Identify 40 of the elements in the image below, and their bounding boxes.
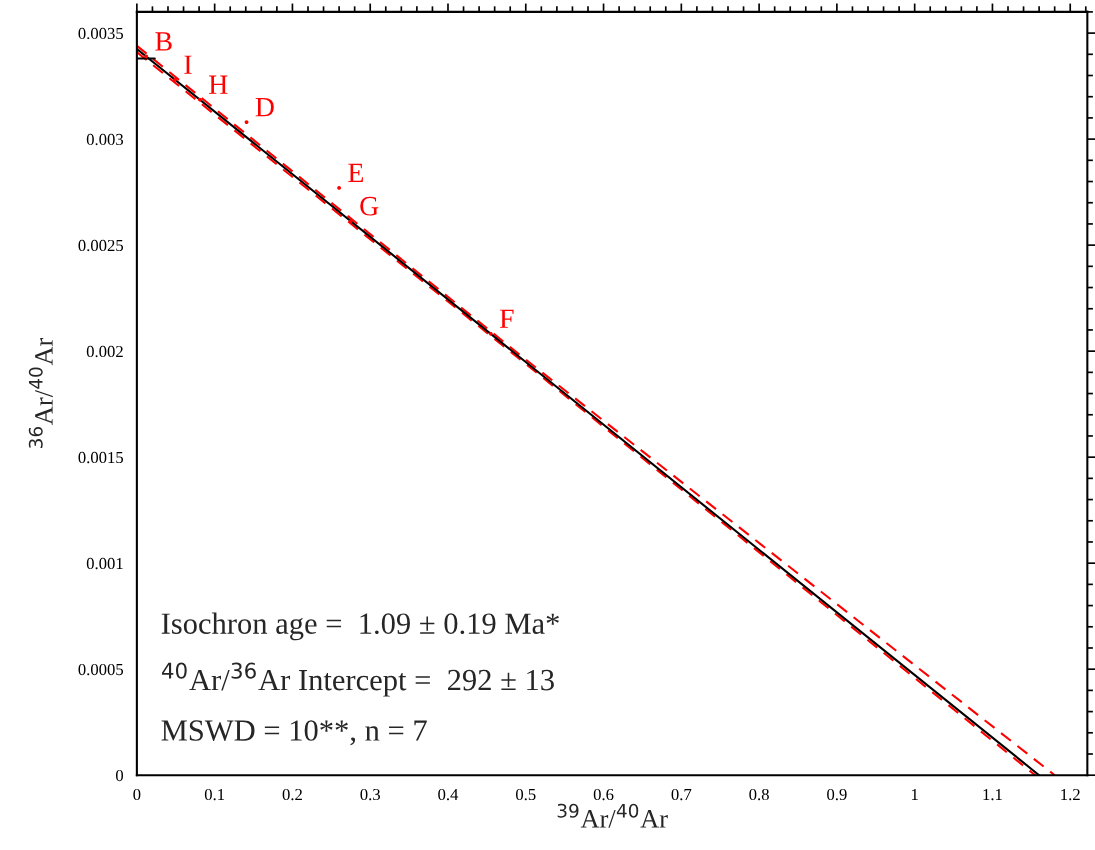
x-tick-label: 1 [911, 788, 918, 800]
x-tick-label: 0.8 [749, 788, 769, 801]
point [488, 331, 493, 336]
point [337, 185, 341, 190]
y-tick-label: 0.001 [86, 557, 123, 570]
x-tick-label: 0.9 [827, 788, 847, 801]
annotation: H [209, 75, 228, 94]
point [144, 54, 149, 59]
annotation: G [360, 196, 379, 216]
point [173, 77, 177, 82]
point [197, 97, 202, 102]
x-tick-label: 0.2 [282, 788, 302, 801]
x-tick-label: 0.7 [671, 788, 692, 801]
point [348, 219, 353, 224]
annotation: E [348, 163, 364, 182]
annotation: $^{40}$Ar/$^{36}$Ar Intercept = 292 ± 13 [161, 662, 554, 697]
annotation: Isochron age = 1.09 ± 0.19 Ma* [161, 612, 559, 641]
y-tick-label: 0.0015 [78, 451, 124, 464]
x-tick-label: 1.2 [1061, 788, 1080, 801]
y-tick-label: 0.0025 [78, 239, 124, 252]
x-tick-label: 0.1 [204, 788, 225, 801]
y-tick-label: 0.0035 [78, 27, 124, 40]
annotation: B [155, 32, 172, 51]
point [244, 120, 249, 125]
x-tick-label: 1.1 [983, 788, 1002, 801]
x-tick-label: 0.3 [360, 788, 380, 801]
y-axis-title: $^{36}$Ar/$^{40}$Ar [28, 337, 53, 448]
y-tick-label: 0.002 [86, 345, 123, 358]
y-tick-label: 0 [115, 769, 124, 782]
x-tick-label: 0.4 [438, 788, 459, 801]
annotation: MSWD = 10**, n = 7 [161, 720, 427, 746]
annotation: I [184, 55, 192, 74]
annotation: F [499, 309, 514, 328]
y-tick-label: 0.003 [86, 133, 124, 146]
annotation: D [255, 98, 274, 117]
y-tick-label: 0.0005 [78, 663, 124, 676]
x-tick-label: 0.6 [593, 788, 614, 801]
x-axis-title: $^{39}$Ar/$^{40}$Ar [557, 803, 668, 828]
x-tick-label: 0 [133, 788, 141, 801]
x-tick-label: 0.5 [515, 788, 536, 801]
